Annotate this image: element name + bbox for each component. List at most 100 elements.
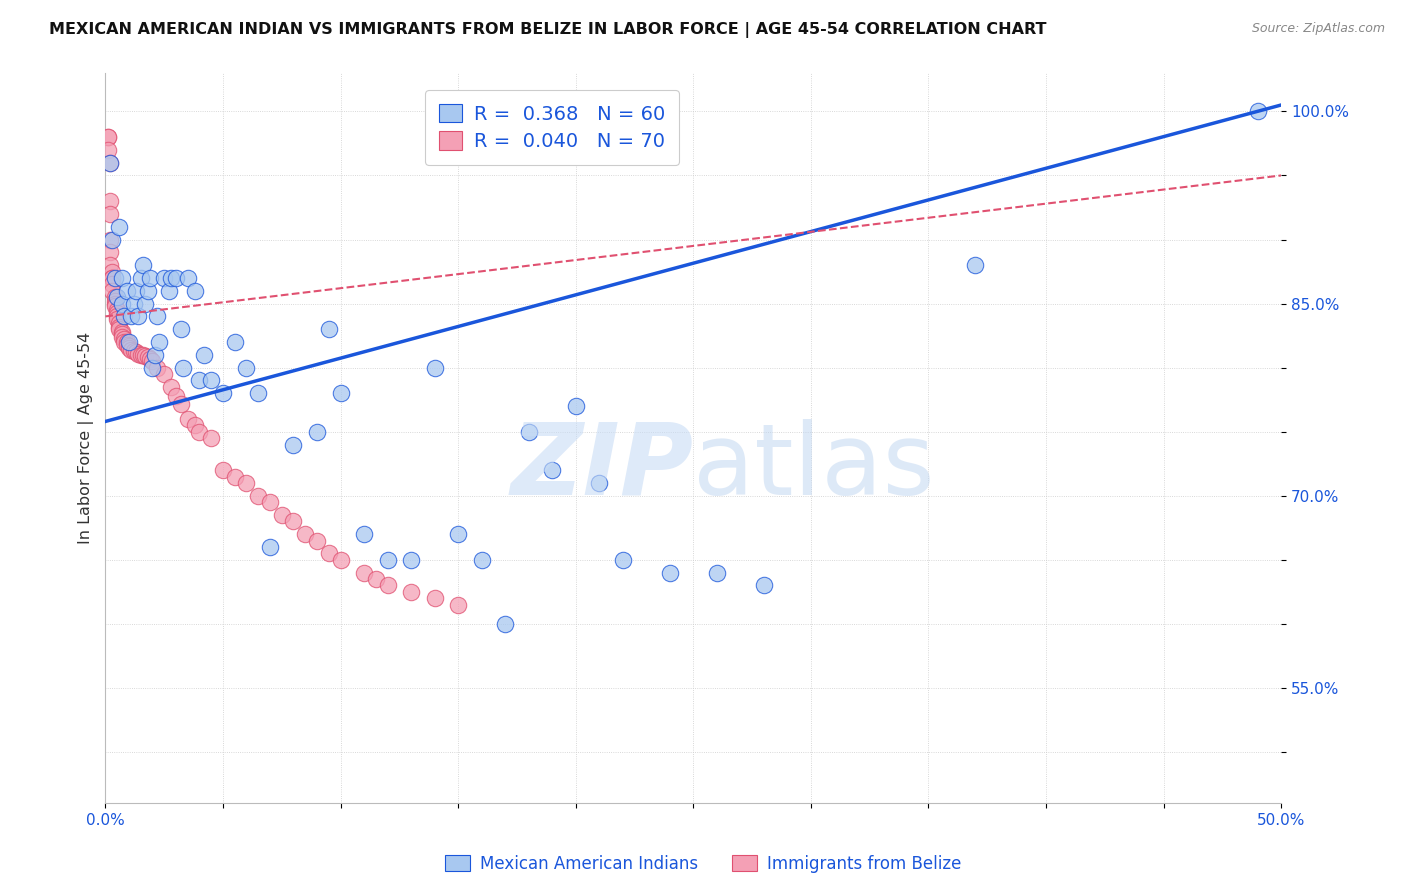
Point [377, 578, 399, 592]
Point [111, 325, 134, 339]
Point [224, 334, 246, 349]
Point [104, 299, 127, 313]
Point [447, 527, 470, 541]
Point [165, 389, 187, 403]
Point [224, 469, 246, 483]
Point [706, 566, 728, 580]
Point [101, 233, 124, 247]
Point [658, 566, 681, 580]
Point [111, 330, 134, 344]
Point [541, 463, 564, 477]
Point [752, 578, 775, 592]
Point [965, 258, 987, 272]
Text: Source: ZipAtlas.com: Source: ZipAtlas.com [1251, 22, 1385, 36]
Point [188, 374, 211, 388]
Point [612, 553, 634, 567]
Point [120, 310, 142, 324]
Point [184, 418, 207, 433]
Point [184, 284, 207, 298]
Point [98, 245, 121, 260]
Point [115, 284, 138, 298]
Point [200, 374, 222, 388]
Point [377, 553, 399, 567]
Point [111, 296, 134, 310]
Point [112, 310, 135, 324]
Point [132, 258, 155, 272]
Point [111, 327, 134, 342]
Point [120, 343, 142, 357]
Point [176, 412, 198, 426]
Point [104, 296, 127, 310]
Point [105, 310, 128, 324]
Point [364, 572, 387, 586]
Point [353, 527, 375, 541]
Point [235, 360, 257, 375]
Point [108, 319, 131, 334]
Point [136, 351, 159, 365]
Point [160, 271, 183, 285]
Text: atlas: atlas [693, 419, 935, 516]
Point [176, 271, 198, 285]
Point [136, 284, 159, 298]
Point [148, 334, 170, 349]
Point [193, 348, 215, 362]
Point [270, 508, 292, 522]
Point [97, 130, 120, 145]
Point [200, 431, 222, 445]
Point [104, 271, 127, 285]
Point [139, 271, 162, 285]
Point [212, 386, 235, 401]
Point [101, 284, 124, 298]
Point [259, 495, 281, 509]
Point [247, 386, 270, 401]
Point [132, 348, 155, 362]
Point [283, 514, 305, 528]
Point [146, 360, 169, 375]
Point [318, 546, 340, 560]
Point [118, 339, 141, 353]
Point [111, 271, 134, 285]
Point [101, 264, 124, 278]
Point [139, 351, 162, 366]
Point [259, 540, 281, 554]
Point [101, 271, 124, 285]
Legend: R =  0.368   N = 60, R =  0.040   N = 70: R = 0.368 N = 60, R = 0.040 N = 70 [426, 90, 679, 165]
Point [105, 312, 128, 326]
Point [108, 219, 131, 234]
Point [305, 425, 328, 439]
Point [143, 348, 166, 362]
Point [188, 425, 211, 439]
Point [447, 598, 470, 612]
Point [98, 155, 121, 169]
Point [564, 399, 586, 413]
Point [112, 334, 135, 349]
Text: ZIP: ZIP [510, 419, 693, 516]
Point [118, 342, 141, 356]
Point [141, 360, 163, 375]
Point [122, 343, 145, 358]
Legend: Mexican American Indians, Immigrants from Belize: Mexican American Indians, Immigrants fro… [439, 848, 967, 880]
Point [118, 334, 141, 349]
Point [129, 271, 152, 285]
Point [294, 527, 316, 541]
Point [104, 293, 127, 308]
Point [98, 155, 121, 169]
Point [127, 346, 149, 360]
Text: MEXICAN AMERICAN INDIAN VS IMMIGRANTS FROM BELIZE IN LABOR FORCE | AGE 45-54 COR: MEXICAN AMERICAN INDIAN VS IMMIGRANTS FR… [49, 22, 1046, 38]
Point [588, 475, 610, 490]
Point [329, 386, 352, 401]
Point [98, 258, 121, 272]
Point [494, 616, 516, 631]
Point [108, 316, 131, 330]
Point [115, 334, 138, 349]
Point [98, 207, 121, 221]
Point [104, 290, 127, 304]
Point [153, 367, 176, 381]
Point [134, 349, 156, 363]
Point [517, 425, 540, 439]
Point [98, 194, 121, 208]
Point [98, 233, 121, 247]
Point [129, 348, 152, 362]
Point [122, 296, 145, 310]
Point [235, 475, 257, 490]
